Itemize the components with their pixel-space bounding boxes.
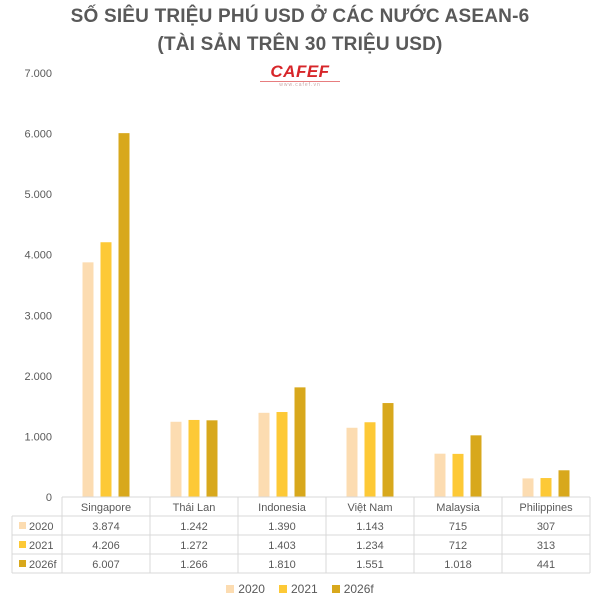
category-label: Thái Lan [173,502,216,514]
category-label: Singapore [81,502,131,514]
legend-swatch [331,585,340,593]
table-value: 715 [449,521,467,533]
category-label: Indonesia [258,502,307,514]
category-label: Malaysia [436,502,480,514]
table-value: 307 [537,521,555,533]
y-tick-label: 7.000 [24,68,52,80]
logo-underline [260,81,340,82]
chart-title-line-1: SỐ SIÊU TRIỆU PHÚ USD Ở CÁC NƯỚC ASEAN-6 [70,6,530,27]
y-tick-label: 6.000 [24,129,52,141]
legend-label: 2020 [238,582,265,596]
legend-swatch [278,585,287,593]
table-value: 1.272 [180,540,208,552]
bar [558,470,570,497]
table-value: 1.234 [356,540,384,552]
table-value: 3.874 [92,521,120,533]
legend-swatch [226,585,235,593]
bar [346,427,358,497]
bar [276,412,288,497]
table-value: 4.206 [92,540,120,552]
bar [364,422,376,497]
bar [522,478,534,497]
table-value: 1.143 [356,521,384,533]
table-value: 1.018 [444,559,472,571]
category-label: Philippines [519,502,573,514]
legend-item: 2021 [278,580,318,598]
chart-legend: 2020 2021 2026f [0,580,600,598]
y-tick-label: 1.000 [24,431,52,443]
bar [452,453,464,497]
legend-label: 2021 [290,582,318,596]
table-legend-key [19,541,26,548]
table-value: 1.551 [356,559,384,571]
table-value: 712 [449,540,467,552]
y-tick-label: 0 [46,492,52,504]
bar [470,435,482,497]
table-value: 1.390 [268,521,296,533]
table-value: 6.007 [92,559,120,571]
y-tick-label: 5.000 [24,189,52,201]
bar [82,262,94,497]
table-legend-key [19,522,26,529]
table-value: 1.266 [180,559,208,571]
table-value: 441 [537,559,555,571]
bar [100,242,112,497]
bar [540,478,552,497]
y-tick-label: 3.000 [24,310,52,322]
bar [258,412,270,497]
bar [382,403,394,497]
bar [206,420,218,497]
bar [434,453,446,497]
table-value: 1.403 [268,540,296,552]
legend-item: 2026f [331,580,374,598]
cafef-logo: CAFEF www.cafef.vn [252,62,348,88]
y-tick-label: 2.000 [24,371,52,383]
bar [118,133,130,497]
legend-label: 2026f [343,582,374,596]
table-legend-key [19,560,26,567]
table-value: 313 [537,540,555,552]
chart-title-line-2: (TÀI SẢN TRÊN 30 TRIỆU USD) [157,34,443,55]
y-tick-label: 4.000 [24,250,52,262]
table-series-label: 2020 [29,521,53,533]
table-value: 1.810 [268,559,296,571]
bar [294,387,306,497]
table-series-label: 2026f [29,559,57,571]
logo-text: CAFEF [270,62,330,81]
bar [170,421,182,497]
table-value: 1.242 [180,521,208,533]
legend-item: 2020 [226,580,265,598]
bar [188,419,200,497]
logo-subtext: www.cafef.vn [279,82,321,88]
category-label: Việt Nam [347,502,392,514]
table-series-label: 2021 [29,540,53,552]
